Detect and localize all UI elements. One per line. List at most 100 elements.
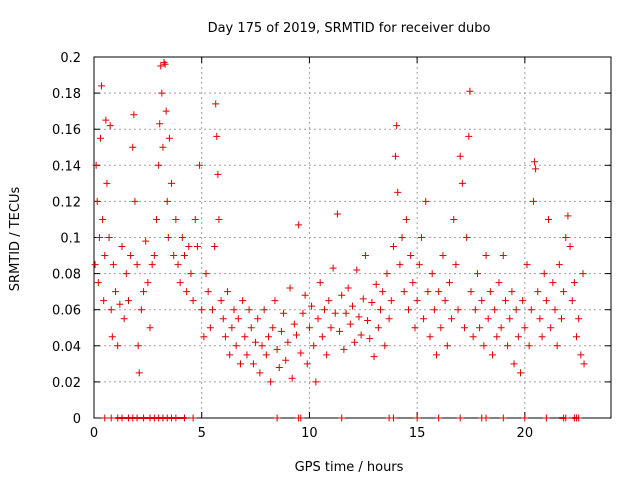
data-point (340, 345, 348, 353)
data-point (107, 306, 115, 314)
data-point (114, 342, 122, 350)
data-point (299, 309, 307, 317)
data-point (420, 315, 428, 323)
data-point (108, 333, 116, 341)
data-point (452, 261, 460, 269)
data-point (456, 152, 464, 160)
data-point (193, 243, 201, 251)
data-point (368, 298, 376, 306)
data-point (269, 324, 277, 332)
y-tick-label: 0.2 (60, 51, 81, 66)
data-point (180, 252, 188, 260)
axes: 0 5 10 15 20 0 0.02 0.04 0.06 0.08 0.1 0.12 0.14 0.16… (52, 51, 612, 441)
data-point (146, 324, 154, 332)
data-point (562, 234, 570, 241)
zero-point (273, 414, 281, 422)
x-tick-label: 0 (90, 426, 98, 441)
data-point (189, 297, 197, 305)
data-point (495, 279, 503, 287)
data-point (476, 324, 484, 332)
data-point (282, 356, 290, 364)
data-point (314, 315, 322, 323)
data-point (91, 261, 99, 269)
data-point (129, 143, 137, 151)
data-point (387, 297, 395, 305)
x-axis-label: GPS time / hours (295, 460, 404, 475)
data-point (346, 320, 354, 328)
data-point (454, 306, 462, 314)
data-point (493, 333, 501, 341)
zero-point (413, 414, 421, 422)
data-point (224, 288, 232, 296)
data-point (211, 243, 219, 251)
zero-point (499, 414, 507, 422)
data-point (142, 237, 150, 245)
data-point (226, 351, 234, 359)
data-point (130, 111, 138, 119)
data-point (275, 363, 283, 371)
data-point (165, 134, 173, 142)
data-point (379, 288, 387, 296)
data-point (489, 351, 497, 359)
data-point (411, 324, 419, 332)
y-tick-label: 0.1 (60, 232, 81, 247)
data-point (349, 302, 356, 310)
data-point (221, 333, 229, 341)
data-point (323, 351, 331, 359)
data-point (392, 152, 400, 160)
data-point (133, 261, 141, 269)
data-point (385, 315, 393, 323)
data-point (450, 215, 458, 223)
data-point (482, 252, 490, 260)
data-point (545, 215, 553, 223)
data-point (405, 306, 413, 314)
data-point (152, 215, 160, 223)
data-point (284, 338, 292, 346)
data-point (301, 291, 309, 299)
y-tick-label: 0.12 (52, 195, 81, 210)
data-point (566, 243, 574, 251)
data-point (290, 320, 298, 328)
data-point (127, 252, 135, 260)
data-point (570, 279, 578, 287)
data-point (156, 120, 164, 128)
data-point (527, 306, 535, 314)
data-point (158, 89, 166, 97)
data-point (247, 324, 255, 332)
y-axis-label: SRMTID / TECUs (8, 187, 23, 292)
data-point (187, 270, 195, 278)
data-point (575, 315, 583, 323)
data-point (118, 243, 126, 251)
data-point (159, 143, 167, 151)
data-point (501, 297, 509, 305)
data-point (422, 197, 430, 205)
data-point (336, 327, 344, 335)
data-point (396, 261, 404, 269)
data-point (508, 288, 516, 296)
data-point (389, 243, 397, 251)
data-point (170, 252, 178, 260)
data-point (122, 270, 130, 278)
data-point (286, 284, 294, 292)
data-point (361, 252, 369, 260)
data-point (183, 288, 191, 296)
data-point (162, 107, 170, 115)
y-tick-label: 0.16 (52, 123, 81, 138)
data-point (398, 234, 406, 241)
data-point (351, 338, 359, 346)
data-point (342, 309, 350, 317)
data-point (148, 261, 156, 269)
data-point (439, 252, 447, 260)
data-point (176, 279, 184, 287)
data-point (160, 58, 168, 66)
data-point (521, 324, 529, 332)
data-point (95, 234, 103, 241)
data-point (101, 252, 109, 260)
data-point (448, 315, 456, 323)
data-point (504, 342, 512, 350)
zero-point (542, 414, 550, 422)
data-point (214, 170, 222, 178)
data-point (198, 306, 206, 314)
zero-point (189, 414, 197, 422)
data-point (144, 279, 152, 287)
